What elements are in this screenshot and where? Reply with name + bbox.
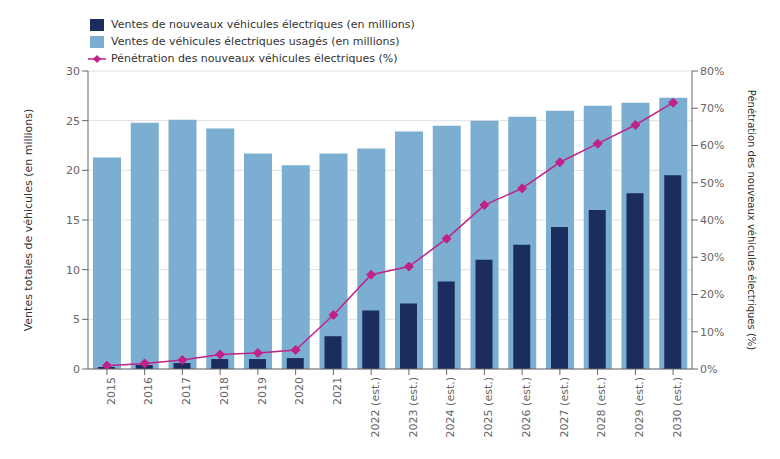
svg-text:30: 30 [66,65,80,78]
svg-text:2023 (est.): 2023 (est.) [407,377,420,437]
svg-text:0: 0 [73,363,80,376]
svg-text:2021: 2021 [331,377,344,405]
svg-text:2019: 2019 [256,377,269,405]
svg-text:40%: 40% [700,214,724,227]
svg-text:2022 (est.): 2022 (est.) [369,377,382,437]
svg-text:50%: 50% [700,177,724,190]
svg-text:2024 (est.): 2024 (est.) [444,377,457,437]
svg-text:2025 (est.): 2025 (est.) [482,377,495,437]
svg-text:70%: 70% [700,102,724,115]
svg-text:60%: 60% [700,139,724,152]
svg-text:80%: 80% [700,65,724,78]
svg-text:2026 (est.): 2026 (est.) [520,377,533,437]
svg-text:15: 15 [66,214,80,227]
svg-text:Pénétration des nouveaux véhic: Pénétration des nouveaux véhicules élect… [746,90,757,350]
svg-text:2029 (est.): 2029 (est.) [633,377,646,437]
svg-text:2027 (est.): 2027 (est.) [558,377,571,437]
svg-text:20: 20 [66,164,80,177]
svg-text:2015: 2015 [105,377,118,405]
svg-text:2016: 2016 [142,377,155,405]
svg-text:2018: 2018 [218,377,231,405]
svg-text:2030 (est.): 2030 (est.) [671,377,684,437]
svg-text:25: 25 [66,115,80,128]
svg-text:10%: 10% [700,326,724,339]
svg-text:20%: 20% [700,288,724,301]
html-text:Ventes de nouveaux véhicules é: Ventes de nouveaux véhicules électriques… [111,18,415,31]
html-text:Ventes de véhicules électrique: Ventes de véhicules électriques usagés (… [111,35,400,48]
svg-text:5: 5 [73,313,80,326]
svg-text:10: 10 [66,264,80,277]
svg-text:2028 (est.): 2028 (est.) [595,377,608,437]
svg-text:0%: 0% [700,363,717,376]
svg-text:2017: 2017 [180,377,193,405]
svg-text:Ventes totales de véhicules (e: Ventes totales de véhicules (en millions… [22,109,35,332]
svg-text:2020: 2020 [293,377,306,405]
html-text:Pénétration des nouveaux véhic: Pénétration des nouveaux véhicules élect… [111,52,398,65]
svg-text:30%: 30% [700,251,724,264]
